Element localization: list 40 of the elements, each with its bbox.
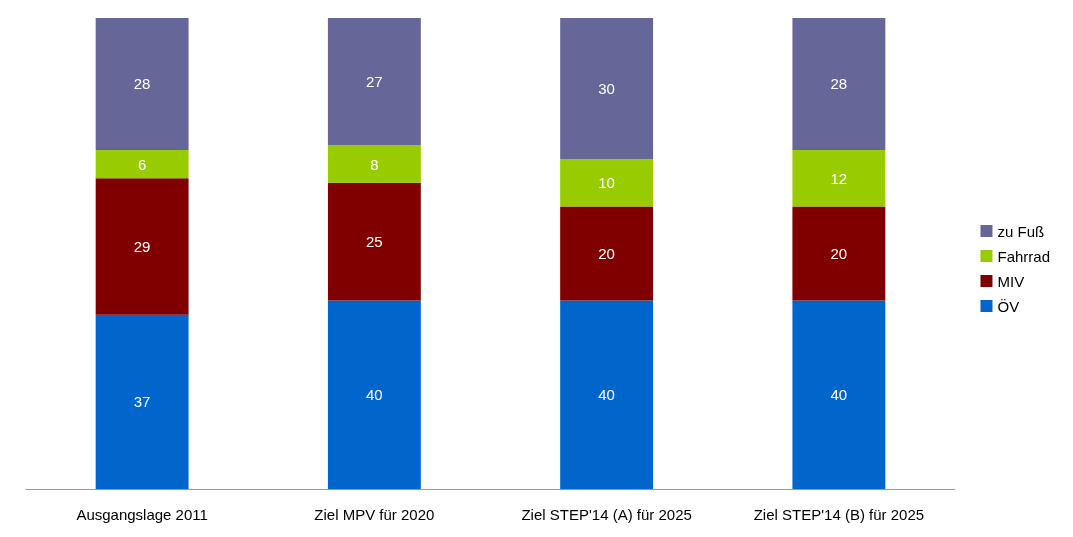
legend-label: ÖV [997,297,1020,315]
data-label: 30 [598,80,615,98]
data-label: 29 [133,237,151,255]
bar [95,178,189,315]
x-tick-label: Ziel STEP'14 (A) für 2025 [521,506,692,523]
bar [95,149,189,179]
data-label: 37 [133,393,151,411]
bar [95,18,189,150]
data-label: 8 [370,155,379,173]
data-label: 27 [366,73,383,91]
legend-label: zu Fuß [997,222,1045,240]
data-label: 40 [830,386,848,404]
bar [792,206,886,301]
data-label: 40 [598,386,615,404]
bar [327,18,421,146]
data-label: 25 [366,233,383,251]
bar [560,300,654,489]
data-label: 20 [830,245,848,262]
data-label: 12 [830,169,848,187]
bar [560,18,654,160]
bar [327,182,421,301]
data-label: 10 [598,174,615,192]
bar [327,300,421,489]
x-tick-label: Ausgangslage 2011 [76,506,208,523]
data-label: 28 [830,75,848,93]
bar [95,314,189,489]
bar [792,149,886,207]
legend-label: Fahrrad [997,247,1051,265]
bar [560,159,654,207]
bar [792,300,886,489]
legend-label: MIV [997,272,1025,290]
data-label: 6 [137,155,147,173]
bar [792,18,886,150]
bar [560,206,654,301]
data-label: 20 [598,245,615,262]
x-tick-label: Ziel MPV für 2020 [314,506,435,523]
x-tick-label: Ziel STEP'14 (B) für 2025 [753,506,925,523]
data-label: 28 [133,75,151,93]
data-label: 40 [366,386,383,404]
bar [327,145,421,183]
